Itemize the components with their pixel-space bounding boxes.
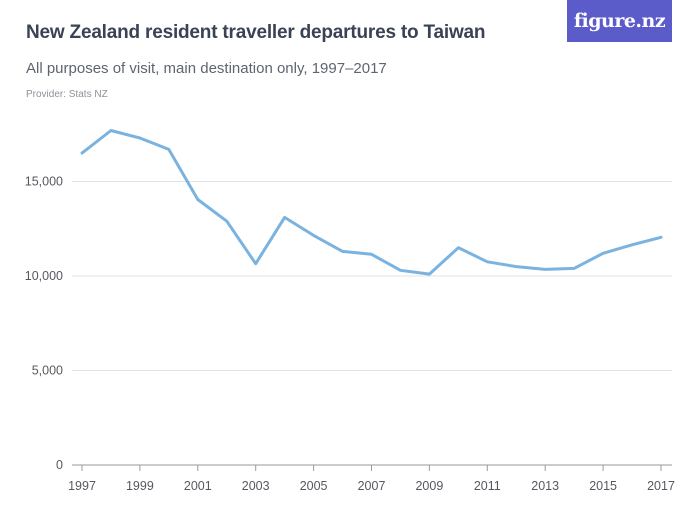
data-point bbox=[542, 266, 548, 272]
y-tick-label: 15,000 bbox=[25, 175, 63, 189]
y-axis: 0 5,000 10,000 15,000 bbox=[25, 175, 63, 473]
data-point bbox=[571, 265, 577, 271]
plot-area bbox=[79, 127, 664, 277]
x-tick-label: 2005 bbox=[300, 479, 328, 493]
data-point bbox=[397, 267, 403, 273]
data-point bbox=[137, 135, 143, 141]
x-tick-label: 2013 bbox=[531, 479, 559, 493]
data-point bbox=[224, 218, 230, 224]
data-point bbox=[79, 150, 85, 156]
x-tick-label: 1999 bbox=[126, 479, 154, 493]
data-point bbox=[340, 248, 346, 254]
y-tick-label: 0 bbox=[56, 458, 63, 472]
x-tick-label: 2011 bbox=[474, 479, 501, 493]
x-tick-label: 2007 bbox=[358, 479, 386, 493]
data-point bbox=[455, 245, 461, 251]
figure-nz-logo[interactable]: figure.nz bbox=[567, 0, 672, 42]
x-tick-label: 2009 bbox=[415, 479, 443, 493]
x-axis: 1997 1999 2001 2003 2005 2007 2009 2011 2013 2015… bbox=[68, 465, 675, 493]
data-point bbox=[658, 234, 664, 240]
x-tick-label: 2017 bbox=[647, 479, 675, 493]
data-provider: Provider: Stats NZ bbox=[26, 89, 108, 100]
data-point bbox=[166, 146, 172, 152]
data-point bbox=[484, 259, 490, 265]
x-tick-label: 2003 bbox=[242, 479, 270, 493]
grid-lines bbox=[72, 181, 672, 466]
data-point bbox=[369, 251, 375, 257]
data-point bbox=[108, 127, 114, 133]
data-point bbox=[600, 250, 606, 256]
data-point bbox=[311, 232, 317, 238]
y-tick-label: 5,000 bbox=[32, 364, 63, 378]
x-tick-label: 2001 bbox=[184, 479, 212, 493]
data-point bbox=[426, 271, 432, 277]
data-point bbox=[629, 242, 635, 248]
data-point bbox=[195, 196, 201, 202]
data-point bbox=[253, 261, 259, 267]
y-tick-label: 10,000 bbox=[25, 269, 63, 283]
chart-subtitle: All purposes of visit, main destination … bbox=[26, 60, 387, 77]
series-line bbox=[80, 129, 663, 276]
data-point bbox=[282, 214, 288, 220]
data-point bbox=[513, 264, 519, 270]
x-tick-label: 1997 bbox=[68, 479, 96, 493]
chart-title: New Zealand resident traveller departure… bbox=[26, 22, 486, 43]
x-tick-label: 2015 bbox=[589, 479, 617, 493]
